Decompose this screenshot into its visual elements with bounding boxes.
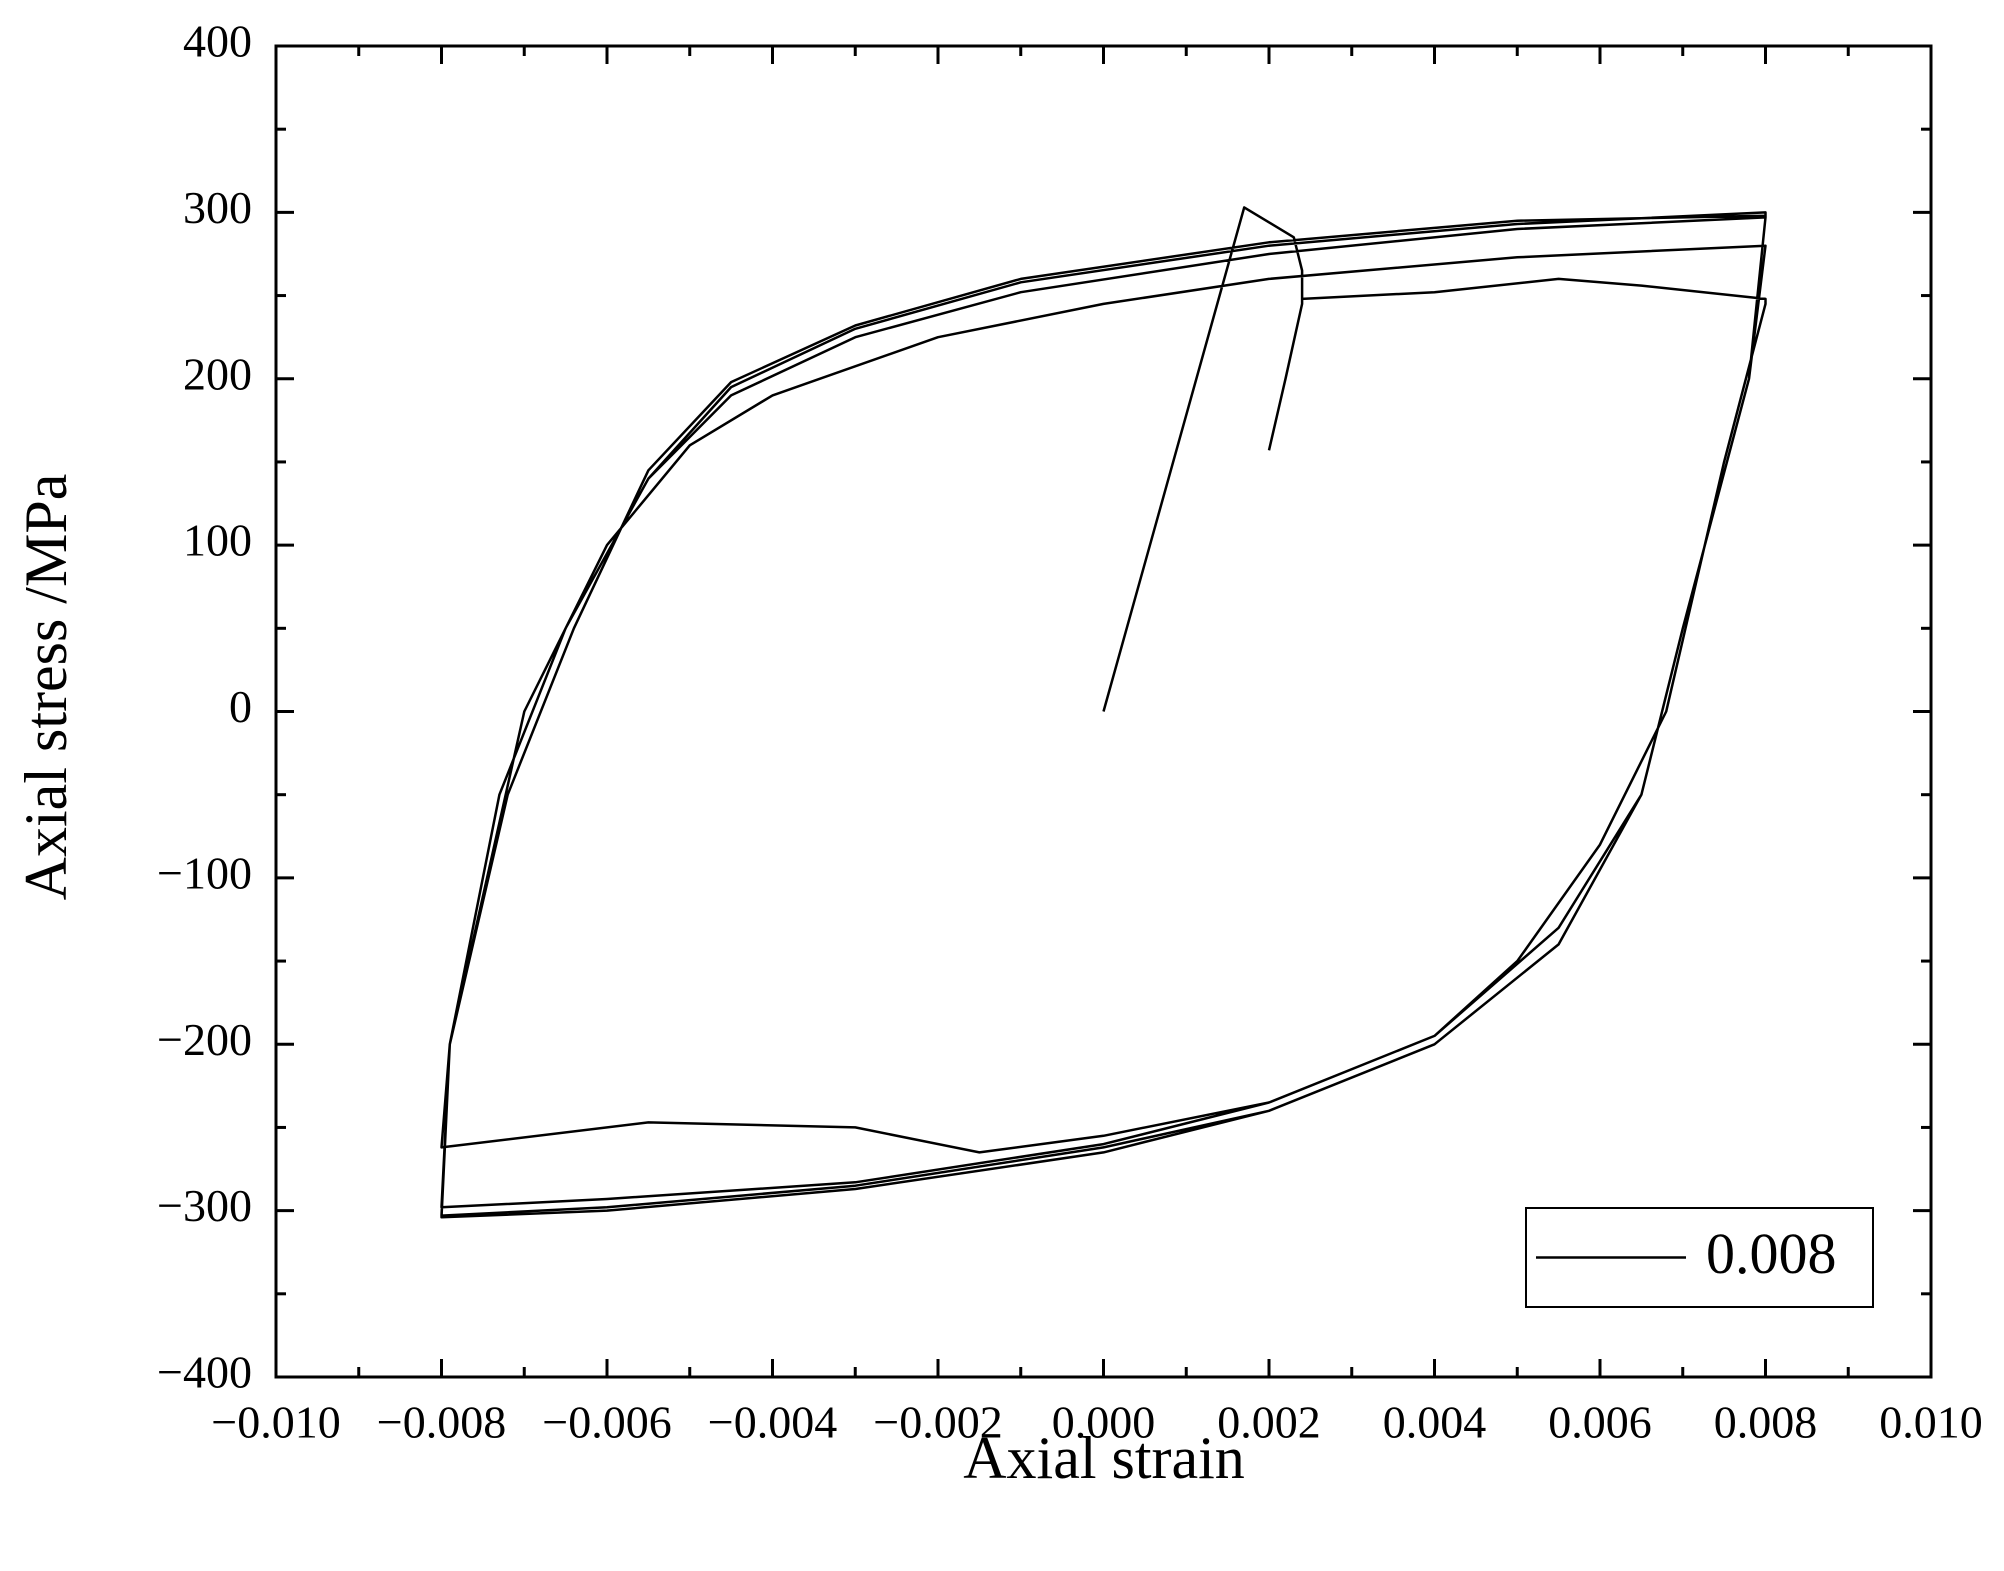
x-tick-label: 0.010: [1879, 1397, 1983, 1448]
y-tick-label: 200: [183, 348, 252, 399]
y-tick-label: 0: [229, 681, 252, 732]
x-tick-label: −0.002: [873, 1397, 1002, 1448]
y-tick-label: 100: [183, 515, 252, 566]
x-tick-label: 0.000: [1052, 1397, 1156, 1448]
x-tick-label: 0.006: [1548, 1397, 1652, 1448]
y-axis-title: Axial stress /MPa: [13, 474, 79, 901]
plot-frame: [274, 44, 1933, 1379]
y-tick-label: 400: [183, 16, 252, 67]
x-tick-label: 0.008: [1714, 1397, 1818, 1448]
legend-label: 0.008: [1706, 1221, 1837, 1286]
x-tick-label: −0.004: [708, 1397, 837, 1448]
y-tick-label: 300: [183, 182, 252, 233]
x-axis-title: Axial strain: [963, 1425, 1245, 1491]
y-tick-label: −100: [157, 847, 252, 898]
x-tick-label: 0.002: [1217, 1397, 1321, 1448]
x-tick-label: −0.008: [377, 1397, 506, 1448]
data-line: [440, 206, 1767, 1219]
x-tick-label: −0.010: [211, 1397, 340, 1448]
x-tick-label: 0.004: [1383, 1397, 1487, 1448]
y-tick-label: −300: [157, 1180, 252, 1231]
x-tick-label: −0.006: [542, 1397, 671, 1448]
y-tick-label: −400: [157, 1347, 252, 1398]
y-tick-label: −200: [157, 1014, 252, 1065]
